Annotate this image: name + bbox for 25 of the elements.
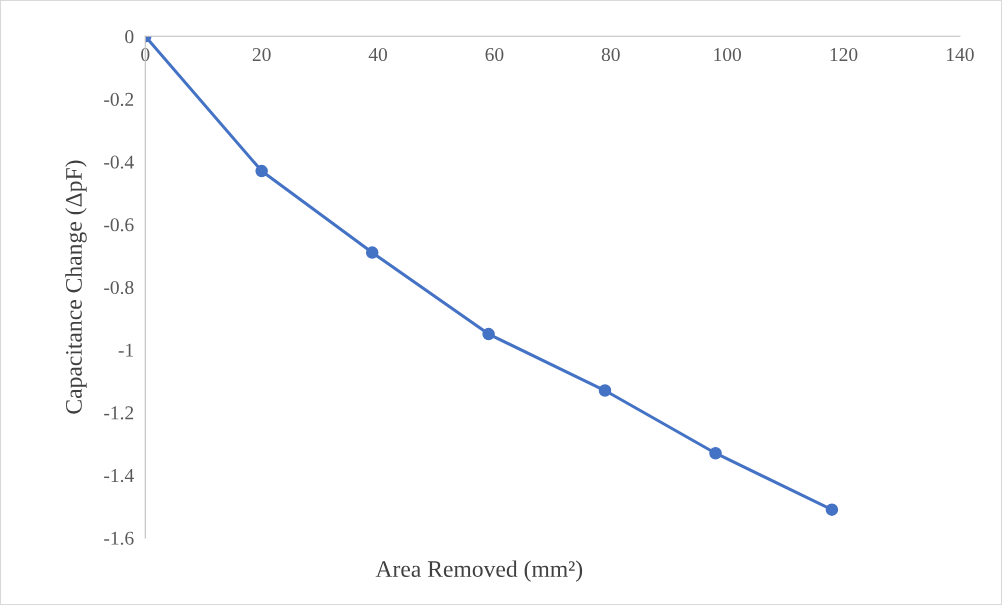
y-tick-label: -0.8 <box>104 280 134 295</box>
point <box>598 384 612 397</box>
y-tick-label: -1.6 <box>104 531 134 545</box>
x-tick-label: 60 <box>485 47 504 62</box>
point <box>709 446 722 460</box>
x-tick-label: 100 <box>714 47 742 62</box>
point <box>365 246 379 259</box>
x-tick-label: 0 <box>141 47 150 62</box>
x-tick-label: 20 <box>252 47 271 62</box>
y-tick-label: -0.4 <box>104 155 134 169</box>
x-tick-label: 40 <box>368 47 388 62</box>
point <box>255 164 268 178</box>
y-tick-label: -1 <box>118 343 134 357</box>
y-axis-title: Capacitance Change (ΔpF) <box>65 160 87 414</box>
y-tick-label: -1.4 <box>104 469 134 483</box>
x-tick-label: 120 <box>830 47 858 62</box>
x-axis-title: Area Removed (mm²) <box>375 560 583 582</box>
y-tick-label: -0.6 <box>104 218 134 232</box>
y-tick-label: -0.2 <box>104 92 134 107</box>
x-tick-label: 140 <box>947 47 974 62</box>
point <box>825 503 839 516</box>
x-tick-label: 80 <box>601 47 620 62</box>
point <box>482 327 495 341</box>
y-tick-label: 0 <box>125 30 134 44</box>
y-tick-label: -1.2 <box>104 406 134 420</box>
